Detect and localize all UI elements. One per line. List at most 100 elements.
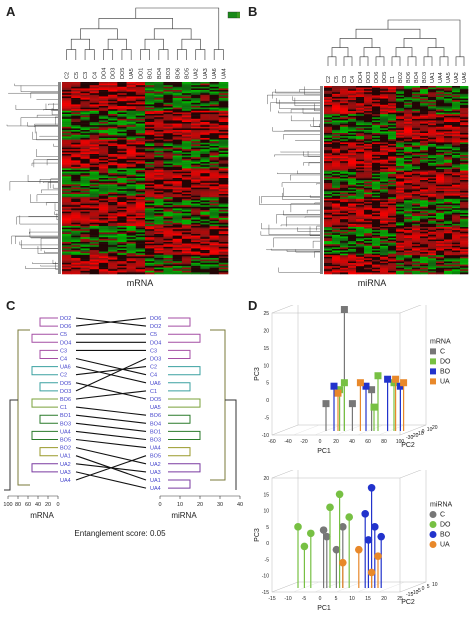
- row-dendrogram: [6, 83, 60, 270]
- pca-points: [322, 306, 408, 431]
- panel-letter-c: C: [6, 298, 16, 313]
- pca-point: [345, 513, 353, 521]
- sample-label: C4: [92, 72, 98, 79]
- sample-label: C5: [74, 72, 80, 79]
- pca-x-label: PC1: [317, 448, 331, 455]
- sample-label: BO6: [406, 72, 412, 83]
- sample-labels: C2 C5 C3 C4 DO4 DO3 DO5 UA5 DO1 BO1 BO4 BO3 BO6 BO5 UA…: [65, 68, 228, 79]
- tanglegram-left-label: C3: [60, 348, 67, 354]
- pca-points: [294, 483, 385, 588]
- pca-box: [271, 305, 427, 436]
- sample-label: UA2: [194, 68, 200, 79]
- heatmap-cells: [324, 86, 469, 275]
- pca-z-tick: 10: [432, 582, 438, 588]
- sample-label: BO4: [414, 72, 420, 83]
- left-labels: DO2 DO6 C5 DO4 C3 C4 UA6 C2 DO5 DO3 BO6 C1 BO1 BO3 UA4…: [60, 316, 71, 484]
- tanglegram-right-label: C3: [150, 348, 157, 354]
- row-dendrogram: [259, 86, 322, 273]
- tanglegram-right-label: C5: [150, 332, 157, 338]
- pca-point: [374, 552, 382, 560]
- column-dendrogram: [66, 7, 224, 60]
- heatmap-cells: [62, 82, 229, 275]
- tanglegram-left-label: UA4: [60, 429, 71, 435]
- tanglegram-right-label: UA5: [150, 405, 161, 411]
- sample-label: UA4: [221, 68, 227, 79]
- pca-point: [319, 526, 328, 534]
- tanglegram-right-label: BO6: [150, 413, 161, 419]
- pca-y-label: PC3: [254, 367, 261, 381]
- pca-y-tick: 5: [266, 381, 269, 387]
- tanglegram-right-label: BO5: [150, 454, 161, 460]
- tanglegram-right-label: UA4: [150, 486, 161, 492]
- sample-label: C1: [390, 76, 396, 83]
- pca-z-tick: -20: [411, 433, 418, 439]
- pca-point: [339, 523, 347, 531]
- pca-x-tick: -15: [268, 596, 275, 602]
- pca-x-tick: 15: [365, 596, 371, 602]
- right-axis-tick: 10: [177, 502, 183, 508]
- pca-legend-title: miRNA: [430, 501, 452, 508]
- pca-point: [334, 389, 342, 397]
- pca-legend-swatch: [430, 358, 436, 365]
- pca-z-tick: 20: [432, 425, 438, 431]
- pca-x-tick: 25: [397, 596, 403, 602]
- pca-point: [364, 536, 373, 544]
- sample-label: DO4: [102, 68, 108, 79]
- sample-label: DO3: [366, 72, 372, 83]
- sample-label: DO3: [111, 68, 117, 79]
- mrna-heatmap: C2 C5 C3 C4 DO4 DO3 DO5 UA5 DO1 BO1 BO4 BO3 BO6 BO5 UA…: [6, 7, 240, 275]
- sample-label: UA6: [212, 68, 218, 79]
- pca-point: [300, 542, 309, 551]
- sample-label: BO3: [422, 72, 428, 83]
- pca-z-tick: -30: [406, 435, 413, 441]
- tanglegram-left-label: C1: [60, 405, 67, 411]
- pca-y-tick: 0: [266, 541, 269, 547]
- left-axis-tick: 20: [45, 502, 51, 508]
- pca-x-tick: 20: [381, 596, 387, 602]
- sample-label: C2: [326, 76, 332, 83]
- tanglegram-links: [75, 317, 147, 489]
- row-side-bar: [320, 86, 323, 274]
- sample-labels: C2 C5 C3 C4 DO4 DO3 DO6 DO5 C1 BO2 BO6 BO4 BO3 UA1 UA4…: [326, 72, 468, 83]
- pca-legend-swatch: [430, 348, 436, 355]
- pca-legend-swatch: [429, 540, 437, 548]
- pca-z-tick: -5: [416, 588, 421, 594]
- right-labels: DO6 DO2 C5 DO4 C3 DO3 C2 C4 UA6 C1 DO5 UA5 BO6 BO4 BO1…: [150, 316, 161, 492]
- pca-x-tick: 10: [349, 596, 355, 602]
- sample-label: C5: [334, 76, 340, 83]
- sample-label: UA4: [438, 72, 444, 83]
- pca-y-tick: 15: [263, 346, 269, 352]
- sample-label: BO6: [175, 68, 181, 79]
- panel-letter-a: A: [6, 4, 16, 19]
- pca-point: [348, 400, 356, 408]
- pca-legend: mRNA C DO BO UA: [430, 338, 451, 385]
- tanglegram-left-label: UA2: [60, 462, 71, 468]
- pca-z-label: PC2: [401, 442, 415, 449]
- pca-legend-label: BO: [440, 531, 451, 538]
- panel-letter-d: D: [248, 298, 258, 313]
- tanglegram-right-label: C1: [150, 389, 157, 395]
- left-axis-tick: 0: [56, 502, 59, 508]
- pca-point: [330, 382, 338, 390]
- tanglegram-left-label: C4: [60, 357, 67, 363]
- tanglegram-right-label: UA6: [150, 381, 161, 387]
- pca-x-tick: -40: [284, 439, 291, 445]
- pca-point: [377, 532, 385, 541]
- pca-point: [355, 545, 363, 554]
- tanglegram-right-label: UA3: [150, 470, 161, 476]
- pca-legend-label: UA: [440, 541, 450, 548]
- pca-x-label: PC1: [317, 605, 331, 612]
- pca-point: [370, 403, 378, 411]
- pca-x-tick: 5: [335, 596, 338, 602]
- sample-label: BO4: [157, 68, 163, 79]
- mrna-heatmap-label: mRNA: [126, 278, 154, 288]
- right-axis-tick: 40: [237, 502, 243, 508]
- sample-label: UA5: [446, 72, 452, 83]
- pca-x-tick: 0: [319, 439, 322, 445]
- tanglegram-left-label: UA6: [60, 365, 71, 371]
- tanglegram-left-label: UA1: [60, 454, 71, 460]
- tanglegram-left-label: DO4: [60, 340, 71, 346]
- right-axis-tick: 0: [158, 502, 161, 508]
- pca-y-label: PC3: [254, 528, 261, 542]
